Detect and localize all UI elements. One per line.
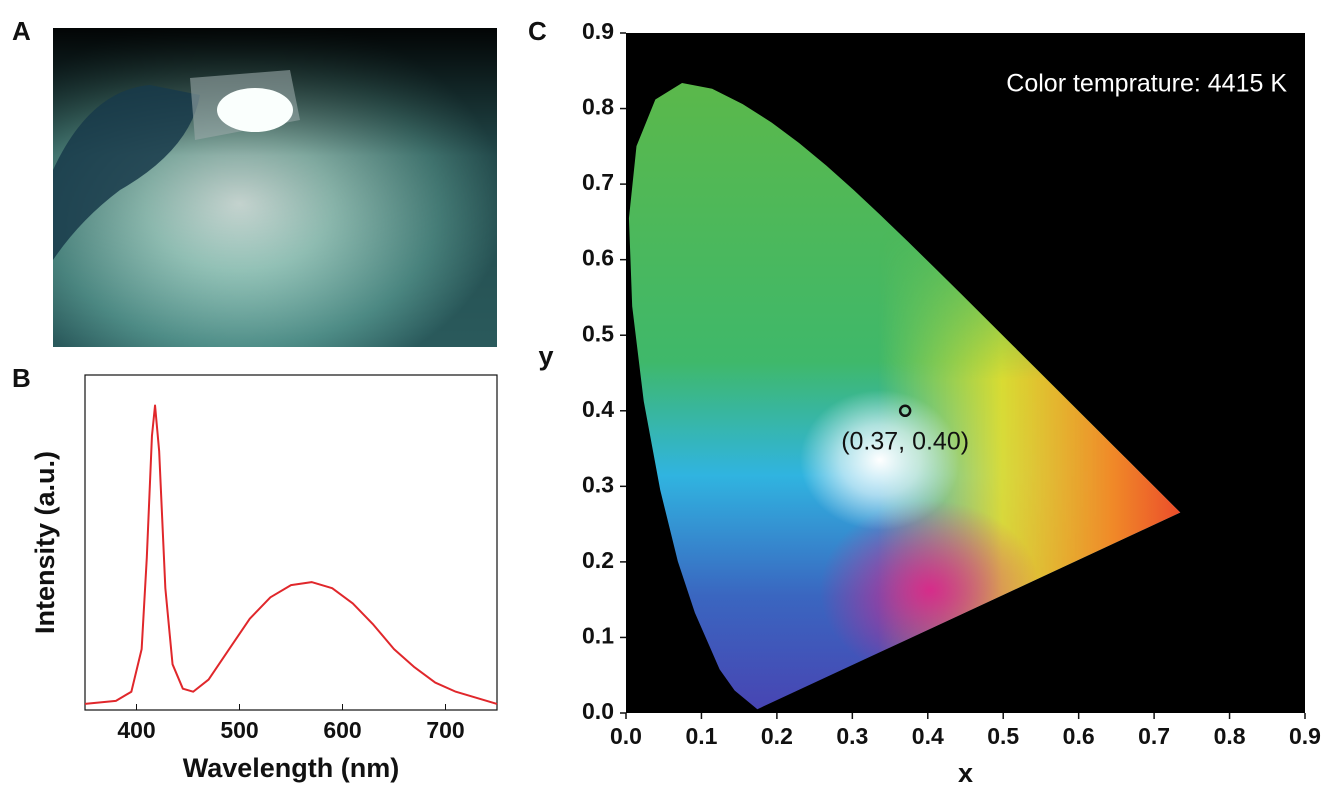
- y-tick-label: 0.1: [582, 623, 614, 649]
- point-label: (0.37, 0.40): [841, 427, 969, 455]
- x-tick-label: 0.6: [1063, 723, 1095, 749]
- y-tick-label: 0.4: [582, 396, 614, 422]
- plot-frame: [84, 374, 498, 711]
- spectrum-line: [84, 404, 498, 705]
- x-tick-label: 0.8: [1214, 723, 1246, 749]
- x-tick-label: 0.3: [836, 723, 868, 749]
- y-tick-label: 0.2: [582, 547, 614, 573]
- chromaticity-point: [898, 404, 912, 418]
- panel-label: B: [12, 363, 31, 393]
- panel-label: A: [12, 16, 31, 46]
- x-tick-label: 0.4: [912, 723, 944, 749]
- y-tick-label: 0.7: [582, 169, 614, 195]
- x-tick-label: 0.9: [1289, 723, 1321, 749]
- x-tick-label: 0.0: [610, 723, 642, 749]
- y-tick-label: 0.5: [582, 320, 614, 346]
- x-tick-label: 0.1: [685, 723, 717, 749]
- x-tick-label: 400: [117, 717, 155, 743]
- x-tick-label: 600: [323, 717, 361, 743]
- x-tick-label: 0.7: [1138, 723, 1170, 749]
- x-tick-label: 700: [426, 717, 464, 743]
- x-tick-label: 500: [220, 717, 258, 743]
- photo: [53, 28, 497, 347]
- y-tick-label: 0.9: [582, 18, 614, 44]
- y-tick-label: 0.0: [582, 698, 614, 724]
- x-tick-label: 0.5: [987, 723, 1019, 749]
- x-tick-label: 0.2: [761, 723, 793, 749]
- y-tick-label: 0.6: [582, 245, 614, 271]
- x-axis-label: x: [958, 758, 973, 788]
- annotation: Color temprature: 4415 K: [1006, 70, 1287, 98]
- y-axis-label: y: [538, 341, 553, 371]
- panel-label: C: [528, 16, 547, 46]
- y-tick-label: 0.3: [582, 471, 614, 497]
- y-tick-label: 0.8: [582, 94, 614, 120]
- x-axis-label: Wavelength (nm): [183, 753, 400, 783]
- y-axis-label: Intensity (a.u.): [30, 451, 60, 634]
